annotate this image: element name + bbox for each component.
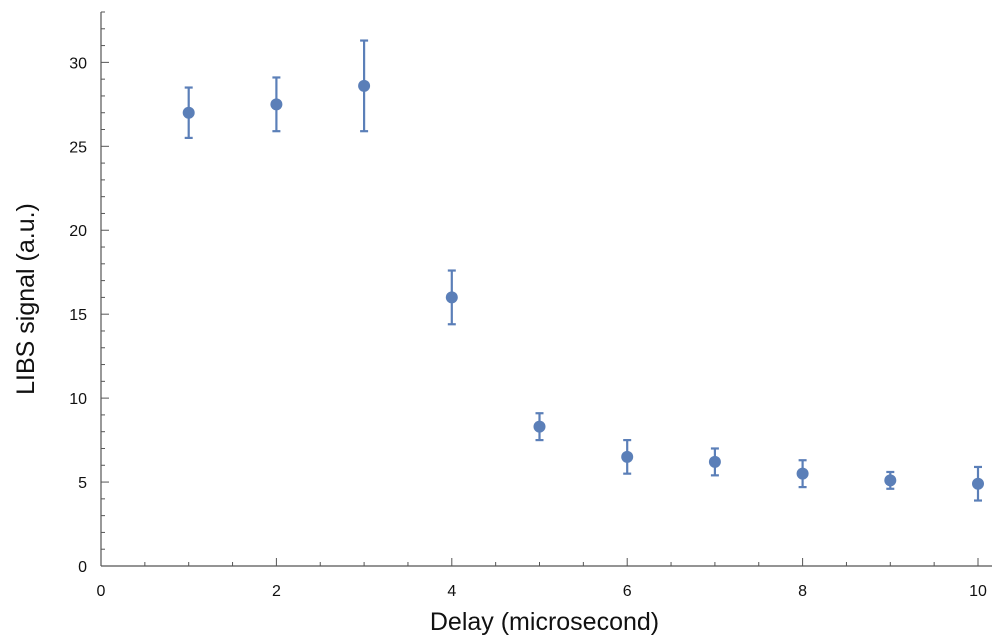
data-point (270, 98, 283, 111)
data-point-group (621, 438, 634, 475)
y-ticks: 0 5 10 15 20 25 30 (69, 11, 109, 576)
y-tick-label: 25 (69, 139, 87, 156)
y-tick-label: 20 (69, 223, 87, 240)
x-tick-label: 10 (969, 583, 987, 600)
x-tick-label: 6 (623, 583, 632, 600)
data-point-group (358, 39, 371, 133)
data-point-group (796, 459, 809, 489)
y-tick-label: 5 (78, 475, 87, 492)
data-point (796, 467, 809, 480)
y-tick-label: 30 (69, 55, 87, 72)
axes (100, 12, 992, 567)
data-point (533, 420, 546, 433)
x-tick-label: 8 (798, 583, 807, 600)
data-point-group (445, 269, 458, 326)
data-points (182, 39, 984, 502)
data-point (358, 79, 371, 92)
x-tick-label: 2 (272, 583, 281, 600)
data-point-group (884, 470, 897, 490)
y-tick-label: 0 (78, 559, 87, 576)
data-point (972, 477, 984, 490)
data-point-group (270, 76, 283, 133)
x-tick-label: 4 (447, 583, 456, 600)
data-point-group (708, 447, 721, 477)
data-point (182, 106, 195, 119)
data-point (445, 291, 458, 304)
y-axis-title: LIBS signal (a.u.) (12, 203, 40, 395)
x-ticks: 0 2 4 6 8 10 (97, 558, 987, 600)
data-point-group (533, 412, 546, 442)
data-point-group (182, 86, 195, 140)
data-point-group (972, 465, 984, 502)
x-axis-title: Delay (microsecond) (430, 608, 659, 636)
y-tick-label: 15 (69, 307, 87, 324)
x-tick-label: 0 (97, 583, 106, 600)
y-tick-label: 10 (69, 391, 87, 408)
data-point (884, 474, 897, 487)
data-point (621, 450, 634, 463)
data-point (708, 455, 721, 468)
